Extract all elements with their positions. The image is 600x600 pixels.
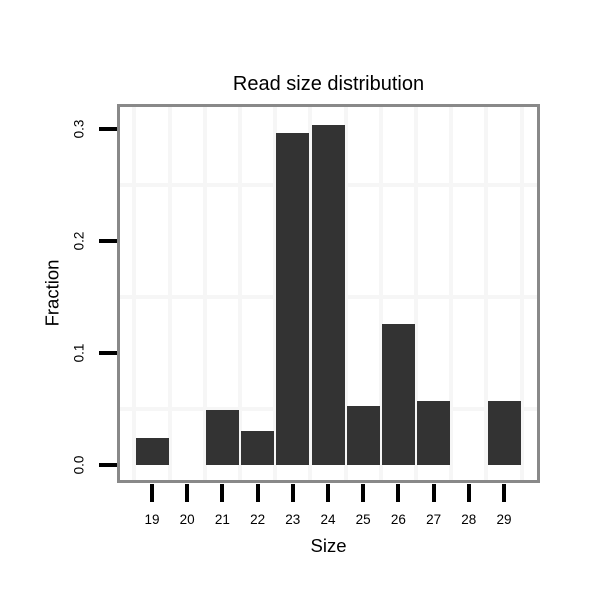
y-tick: [99, 127, 117, 131]
x-tick-label: 19: [144, 512, 160, 527]
x-tick: [290, 484, 295, 502]
y-tick-label: 0.2: [71, 231, 87, 251]
x-tick: [255, 484, 260, 502]
bar-size-21: [205, 410, 239, 465]
vertical-gridline: [167, 107, 172, 480]
vertical-gridline: [132, 107, 137, 480]
x-tick-label: 23: [285, 512, 301, 527]
bar-size-29: [487, 401, 521, 465]
x-tick: [396, 484, 401, 502]
y-axis-title: Fraction: [41, 259, 63, 327]
y-tick: [99, 463, 117, 467]
vertical-gridline: [519, 107, 524, 480]
x-tick-label: 24: [320, 512, 336, 527]
x-tick-label: 22: [250, 512, 266, 527]
bar-size-26: [381, 324, 415, 465]
y-tick-label: 0.0: [71, 455, 87, 475]
x-tick: [326, 484, 330, 502]
y-tick-label: 0.1: [71, 343, 87, 363]
y-tick: [99, 239, 117, 243]
vertical-gridline: [484, 107, 489, 480]
x-tick-label: 20: [179, 512, 195, 527]
chart-title: Read size distribution: [232, 73, 425, 95]
bar-size-27: [417, 401, 451, 465]
x-tick-label: 28: [461, 512, 477, 527]
vertical-gridline: [343, 107, 348, 480]
bar-size-22: [241, 431, 275, 465]
x-tick: [150, 484, 154, 502]
x-tick: [431, 484, 436, 502]
x-tick-label: 26: [390, 512, 406, 527]
x-tick: [220, 484, 225, 502]
x-tick-label: 27: [426, 512, 442, 527]
x-axis-title: Size: [310, 535, 347, 556]
plot-panel: [117, 104, 540, 483]
vertical-gridline: [238, 107, 242, 480]
x-tick: [185, 484, 190, 502]
bar-size-19: [135, 438, 169, 465]
bar-size-25: [346, 406, 380, 465]
bar-size-23: [276, 133, 310, 465]
x-tick-label: 25: [355, 512, 371, 527]
x-tick: [502, 484, 506, 502]
x-tick: [361, 484, 366, 502]
vertical-gridline: [378, 107, 383, 480]
vertical-gridline: [202, 107, 207, 480]
y-tick-label: 0.3: [71, 119, 87, 139]
vertical-gridline: [449, 107, 454, 480]
x-tick: [466, 484, 471, 502]
x-tick-label: 21: [214, 512, 230, 527]
y-tick: [99, 351, 117, 355]
vertical-gridline: [308, 107, 313, 480]
bar-size-24: [311, 125, 345, 465]
vertical-gridline: [273, 107, 278, 480]
x-tick-label: 29: [496, 512, 512, 527]
vertical-gridline: [414, 107, 418, 480]
